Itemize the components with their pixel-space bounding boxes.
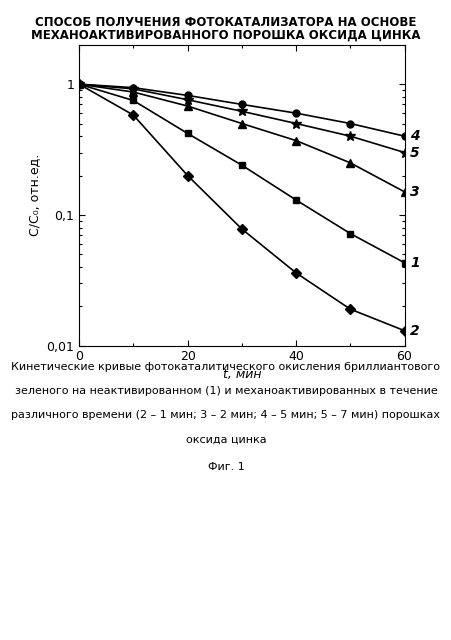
X-axis label: t, мин: t, мин bbox=[222, 367, 261, 381]
Text: 5: 5 bbox=[409, 145, 419, 159]
Text: различного времени (2 – 1 мин; 3 – 2 мин; 4 – 5 мин; 5 – 7 мин) порошках: различного времени (2 – 1 мин; 3 – 2 мин… bbox=[11, 410, 440, 420]
Text: 4: 4 bbox=[409, 129, 419, 143]
Text: Кинетические кривые фотокаталитического окисления бриллиантового: Кинетические кривые фотокаталитического … bbox=[11, 362, 440, 372]
Y-axis label: C/C₀, отн.ед.: C/C₀, отн.ед. bbox=[28, 154, 41, 236]
Text: СПОСОБ ПОЛУЧЕНИЯ ФОТОКАТАЛИЗАТОРА НА ОСНОВЕ: СПОСОБ ПОЛУЧЕНИЯ ФОТОКАТАЛИЗАТОРА НА ОСН… bbox=[35, 16, 416, 29]
Text: зеленого на неактивированном (1) и механоактивированных в течение: зеленого на неактивированном (1) и механ… bbox=[14, 386, 437, 396]
Text: 2: 2 bbox=[409, 324, 419, 338]
Text: 1: 1 bbox=[409, 256, 419, 270]
Text: оксида цинка: оксида цинка bbox=[185, 435, 266, 445]
Text: МЕХАНОАКТИВИРОВАННОГО ПОРОШКА ОКСИДА ЦИНКА: МЕХАНОАКТИВИРОВАННОГО ПОРОШКА ОКСИДА ЦИН… bbox=[31, 29, 420, 42]
Text: 3: 3 bbox=[409, 185, 419, 199]
Text: Фиг. 1: Фиг. 1 bbox=[207, 462, 244, 472]
